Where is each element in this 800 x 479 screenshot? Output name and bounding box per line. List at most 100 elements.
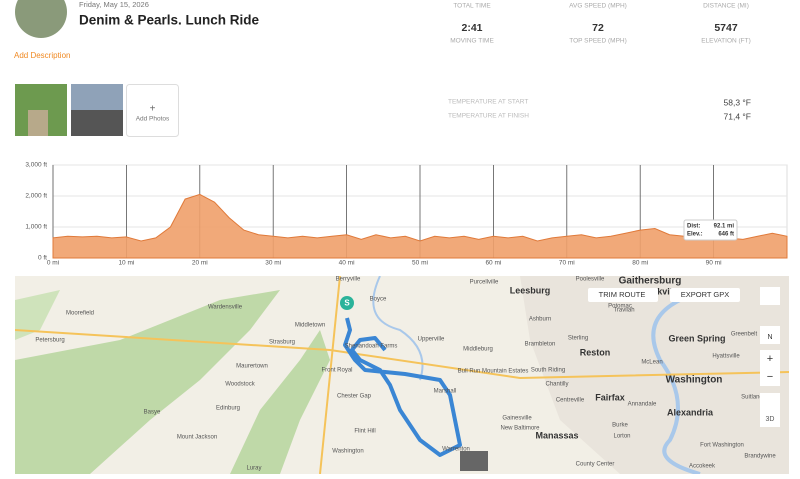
compass-button[interactable] (760, 326, 780, 344)
map-label: Centreville (556, 398, 585, 404)
map-label: Reston (580, 347, 611, 357)
map-label: Green Spring (668, 333, 725, 343)
x-tick-label: 60 mi (485, 260, 501, 267)
map-label: Brandywine (744, 454, 776, 460)
map-label: Luray (246, 466, 261, 472)
temperature-value: 71,4 °F (724, 111, 752, 121)
map-label: Front Royal (321, 368, 352, 374)
x-tick-label: 30 mi (265, 260, 281, 267)
trim-route[interactable]: TRIM ROUTE (599, 290, 646, 299)
river (372, 276, 424, 381)
tooltip-elev: 646 ft (718, 232, 734, 238)
map-label: Middleburg (463, 347, 493, 353)
stat-sublabel: ELEVATION (FT) (701, 38, 751, 45)
map-label: Gaithersburg (619, 276, 682, 287)
zoom-out[interactable]: − (767, 371, 773, 383)
map-label: Washington (332, 449, 363, 455)
map-label: Chester Gap (337, 394, 372, 400)
map-label: Bull Run Mountain Estates (458, 369, 529, 375)
map-label: County Center (576, 462, 615, 468)
stat-label: TOTAL TIME (453, 3, 491, 10)
map-label: Mount Jackson (177, 435, 217, 441)
photo-pin[interactable] (460, 451, 488, 471)
forest (230, 330, 330, 474)
map-label: Accokeek (689, 464, 716, 470)
start-marker[interactable] (340, 296, 354, 310)
y-tick-label: 2,000 ft (25, 193, 47, 200)
map-label: Marshall (434, 389, 457, 395)
zoom-buttons[interactable] (760, 350, 780, 386)
map-label: New Baltimore (500, 426, 540, 432)
map[interactable]: S Berryville Purcellville Leesburg Poolesvi… (15, 276, 800, 474)
map-label: Gainesville (502, 416, 532, 422)
map-label: Lorton (613, 434, 630, 440)
x-tick-label: 80 mi (632, 260, 648, 267)
export-gpx[interactable]: EXPORT GPX (681, 290, 730, 299)
zoom-in[interactable]: + (767, 353, 773, 365)
compass[interactable]: N (767, 334, 772, 341)
stat-value: 72 (592, 22, 604, 34)
map-label: Annandale (628, 402, 657, 408)
map-label: Chantilly (545, 382, 568, 388)
stat-sublabel: TOP SPEED (MPH) (569, 38, 627, 45)
map-label: Petersburg (35, 338, 64, 344)
map-label: Woodstock (225, 382, 256, 388)
tooltip-dist-label: Dist: (687, 224, 700, 230)
map-label: McLean (641, 360, 662, 366)
map-label: Warrenton (442, 447, 470, 453)
map-label: Flint Hill (354, 429, 375, 435)
map-label: Basye (144, 410, 161, 416)
forest (15, 290, 60, 340)
ride-title: Denim & Pearls. Lunch Ride (79, 13, 260, 28)
map-label: Moorefield (66, 311, 94, 317)
map-label: Middletown (295, 323, 325, 329)
river (651, 298, 701, 474)
map-label: Upperville (418, 337, 445, 343)
tooltip (683, 219, 738, 241)
map-label: Greenbelt (731, 332, 758, 338)
trim-button[interactable] (588, 288, 658, 302)
tooltip-dist: 92.1 mi (714, 224, 735, 230)
map-label: Potomac (608, 304, 632, 310)
map-label: Shenandoah Farms (345, 344, 398, 350)
map-label: Suitland (741, 395, 763, 401)
y-tick-label: 1,000 ft (25, 224, 47, 231)
map-label: Boyce (370, 297, 387, 303)
x-tick-label: 90 mi (706, 260, 722, 267)
add-photos[interactable]: Add Photos (136, 116, 170, 123)
road (15, 329, 789, 380)
temperature-value: 58,3 °F (724, 97, 752, 107)
forest (15, 290, 280, 474)
photo-ground (71, 110, 123, 136)
x-tick-label: 10 mi (118, 260, 134, 267)
stat-value: 2:41 (461, 22, 482, 34)
y-tick-label: 0 ft (38, 255, 47, 262)
stat-sublabel: MOVING TIME (450, 38, 494, 45)
map-label: Berryville (336, 277, 361, 283)
photo-road (28, 110, 48, 136)
map-label: Fort Washington (700, 443, 744, 449)
add-description[interactable]: Add Description (14, 51, 70, 60)
map-label: Leesburg (510, 285, 551, 295)
x-tick-label: 0 mi (47, 260, 59, 267)
add-photos-box[interactable] (126, 84, 179, 137)
map-label: Ashburn (529, 317, 551, 323)
map-label: Maurertown (236, 364, 268, 370)
three-d[interactable]: 3D (766, 416, 775, 423)
map-label: Manassas (535, 430, 578, 440)
map-label: Purcellville (470, 280, 499, 286)
map-label: Brambleton (525, 342, 556, 348)
tooltip-elev-label: Elev.: (687, 232, 703, 238)
export-button[interactable] (670, 288, 740, 302)
3d-button[interactable] (760, 393, 780, 427)
map-label: Burke (612, 423, 628, 429)
map-label: Poolesville (576, 277, 605, 283)
map-label: Fairfax (595, 392, 625, 402)
route (343, 317, 462, 457)
avatar[interactable] (15, 0, 67, 38)
y-tick-label: 3,000 ft (25, 162, 47, 169)
map-label: Rockville (640, 286, 680, 296)
fullscreen-button[interactable] (760, 287, 780, 305)
x-tick-label: 40 mi (339, 260, 355, 267)
